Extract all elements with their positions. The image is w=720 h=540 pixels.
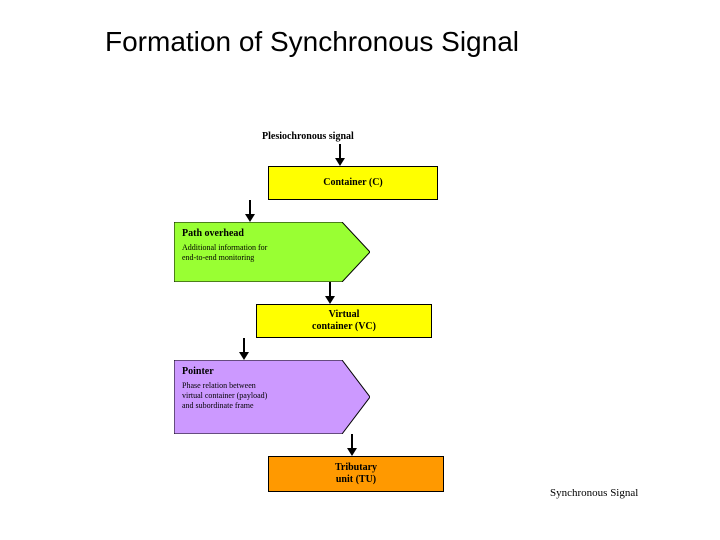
tributary-unit-box: Tributaryunit (TU) [268,456,444,492]
arrow-pathoverhead-to-vc [323,282,337,304]
pointer-title: Pointer [182,366,336,378]
slide-title: Formation of Synchronous Signal [105,26,519,58]
arrow-signal-to-container [333,144,347,166]
pointer-desc: Phase relation betweenvirtual container … [182,381,336,411]
container-box-label: Container (C) [317,175,389,191]
container-box: Container (C) [268,166,438,200]
pointer-chevron: Pointer Phase relation betweenvirtual co… [174,360,370,434]
slide-root: Formation of Synchronous Signal Plesioch… [0,0,720,540]
arrow-pointer-to-tu [345,434,359,456]
arrow-container-to-pathoverhead [243,200,257,222]
tributary-unit-box-label: Tributaryunit (TU) [329,460,383,488]
path-overhead-desc: Additional information forend-to-end mon… [182,243,336,263]
synchronous-signal-label: Synchronous Signal [550,487,638,499]
virtual-container-box: Virtualcontainer (VC) [256,304,432,338]
virtual-container-box-label: Virtualcontainer (VC) [306,307,382,335]
path-overhead-title: Path overhead [182,228,336,240]
path-overhead-chevron: Path overhead Additional information for… [174,222,370,282]
arrow-vc-to-pointer [237,338,251,360]
plesiochronous-signal-label: Plesiochronous signal [262,131,354,142]
